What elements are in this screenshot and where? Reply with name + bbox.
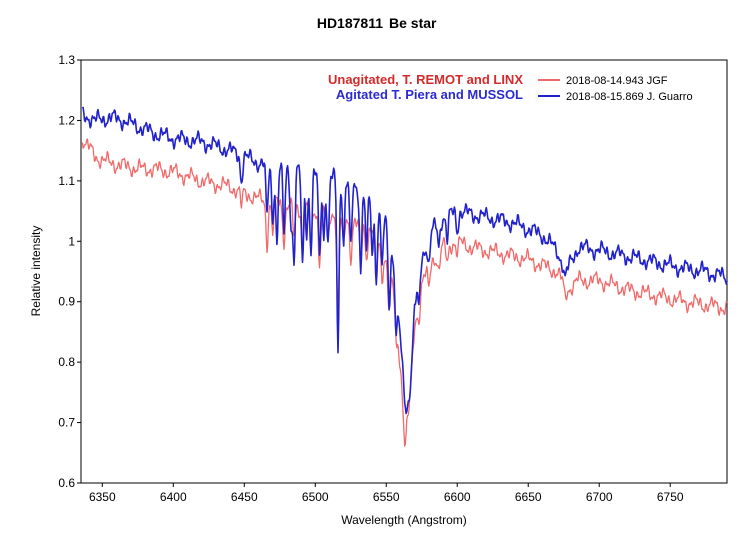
y-tick-label: 0.8 (58, 355, 75, 369)
plot-area (80, 59, 728, 484)
x-tick-label: 6550 (373, 490, 400, 504)
x-tick-label: 6400 (160, 490, 187, 504)
chart-subtitle: Be star (389, 15, 437, 31)
x-axis: 6350 6400 6450 6500 6550 6600 6650 6700 6750 (89, 483, 684, 504)
y-tick-label: 0.7 (58, 416, 75, 430)
x-tick-label: 6500 (302, 490, 329, 504)
series-blue-line (81, 106, 728, 415)
x-tick-label: 6750 (657, 490, 684, 504)
legend-label-blue: 2018-08-15.869 J. Guarro (566, 91, 693, 103)
y-axis-label: Relative intensity (29, 226, 43, 317)
series-group (81, 106, 728, 447)
y-axis: 0.6 0.7 0.8 0.9 1 1.1 1.2 1.3 (58, 53, 81, 490)
y-tick-label: 1.3 (58, 53, 75, 67)
annotation-unagitated: Unagitated, T. REMOT and LINX (328, 72, 523, 87)
annotation-agitated: Agitated T. Piera and MUSSOL (336, 87, 523, 102)
x-tick-label: 6350 (89, 490, 116, 504)
x-tick-label: 6650 (515, 490, 542, 504)
x-tick-label: 6450 (231, 490, 258, 504)
y-tick-label: 1 (68, 234, 75, 248)
x-tick-label: 6600 (444, 490, 471, 504)
legend-label-red: 2018-08-14.943 JGF (566, 75, 668, 87)
x-tick-label: 6700 (586, 490, 613, 504)
y-tick-label: 1.1 (58, 174, 75, 188)
legend: 2018-08-14.943 JGF 2018-08-15.869 J. Gua… (538, 75, 693, 103)
y-tick-label: 0.6 (58, 476, 75, 490)
series-red-line (81, 138, 728, 447)
y-tick-label: 0.9 (58, 295, 75, 309)
y-tick-label: 1.2 (58, 113, 75, 127)
chart-title: HD187811 (317, 15, 383, 31)
x-axis-label: Wavelength (Angstrom) (341, 513, 467, 527)
